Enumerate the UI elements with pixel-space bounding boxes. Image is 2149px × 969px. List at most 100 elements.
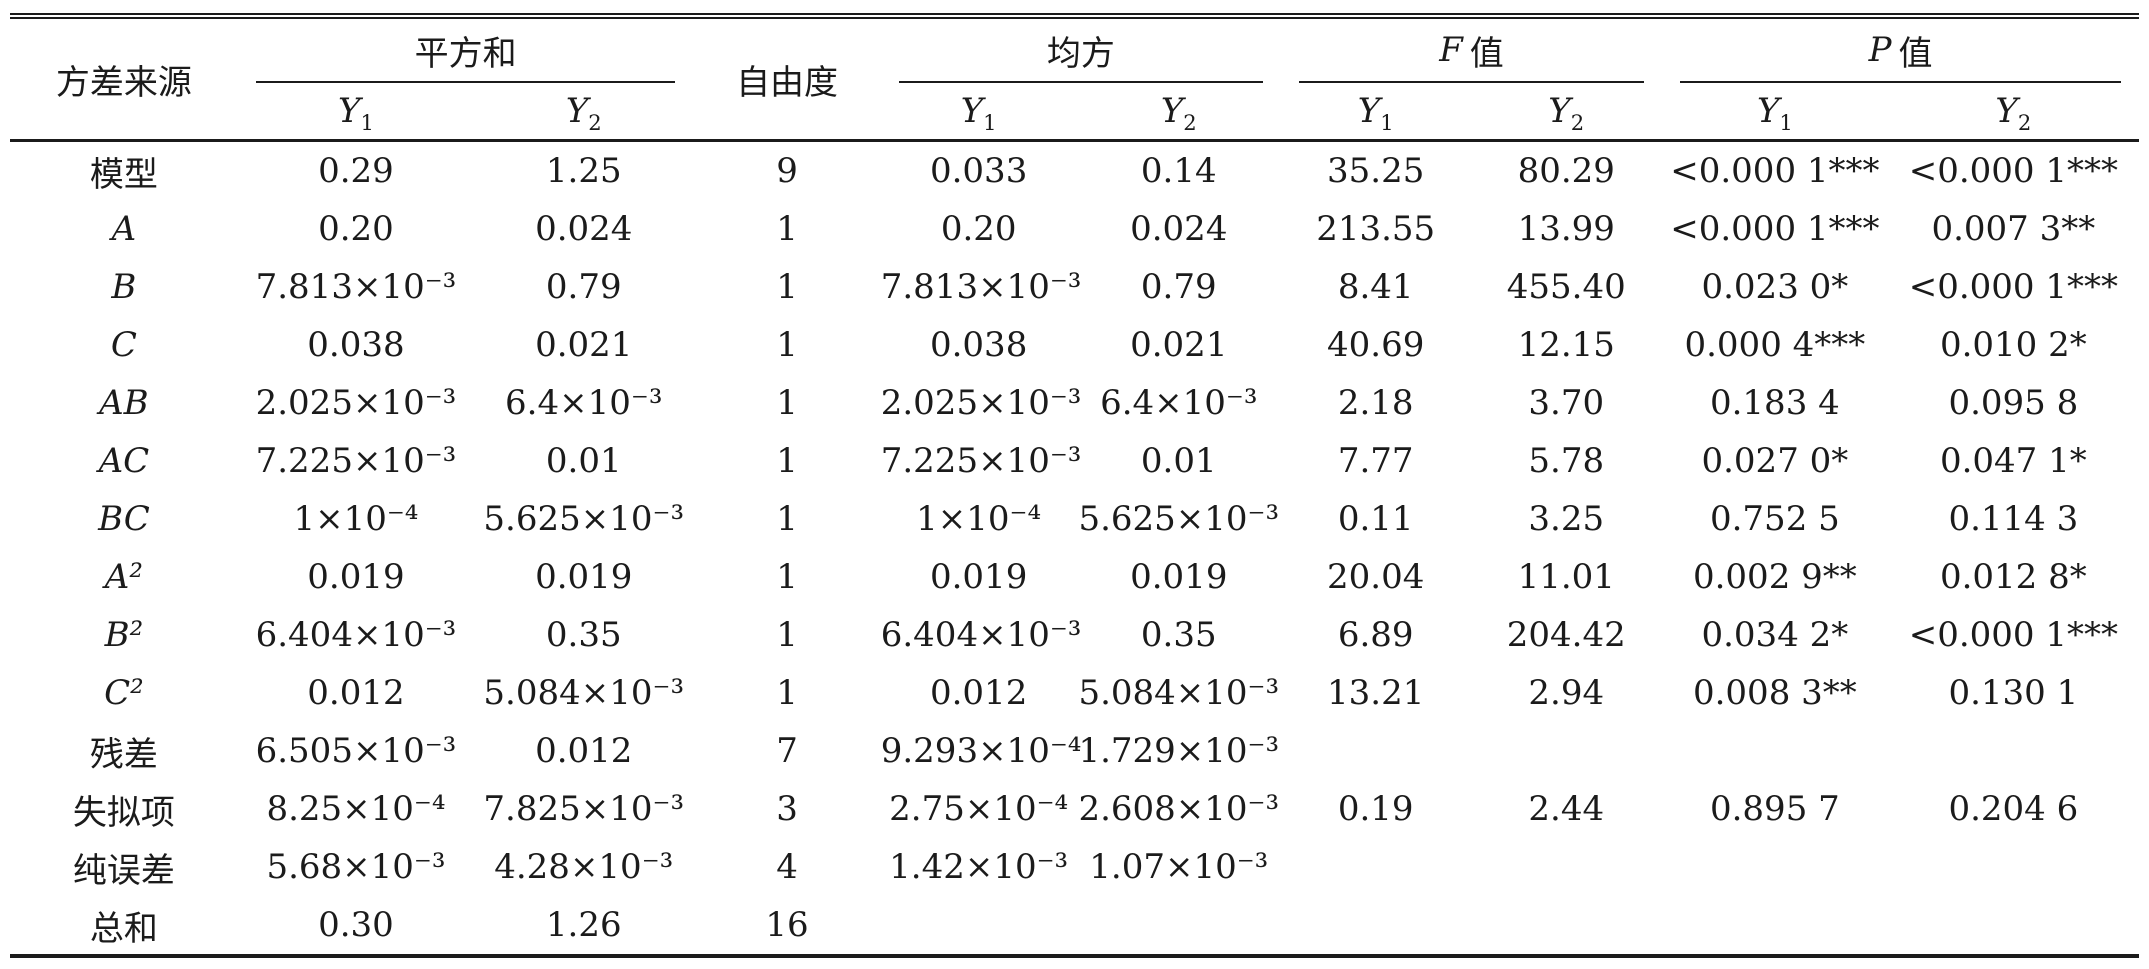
table-cell (1281, 838, 1470, 896)
table-cell: <0.000 1*** (1670, 151, 1880, 191)
table-cell: 0.024 (535, 209, 633, 249)
table-cell: 80.29 (1517, 151, 1615, 191)
table-cell (1281, 722, 1470, 780)
table-row: BC 1×10⁻⁴ 5.625×10⁻³ 1 1×10⁻⁴ 5.625×10⁻³ 0.11 3… (10, 490, 2139, 548)
table-cell (1662, 896, 1888, 954)
table-cell: 1 (776, 209, 798, 249)
table-cell: 5.084×10⁻³ (1078, 673, 1280, 713)
table-cell: 0.35 (1140, 615, 1217, 655)
table-cell: 0.130 1 (1948, 673, 2079, 713)
table-cell: 0.023 0* (1701, 267, 1849, 307)
table-cell: 1.42×10⁻³ (889, 847, 1069, 887)
table-cell: 0.008 3** (1692, 673, 1857, 713)
table-cell: 0.30 (318, 905, 394, 945)
table-cell: 9 (776, 151, 798, 191)
row-label: 纯误差 (72, 850, 175, 891)
table-cell: 3 (776, 789, 798, 829)
table-cell: 0.79 (545, 267, 622, 307)
table-cell: 0.038 (929, 325, 1028, 365)
table-cell: 1.729×10⁻³ (1078, 731, 1280, 771)
table-row: 总和 0.30 1.26 16 (10, 896, 2139, 954)
table-cell: 0.895 7 (1709, 789, 1840, 829)
table-cell: 1×10⁻⁴ (293, 499, 419, 539)
table-cell: 7.225×10⁻³ (880, 441, 1082, 481)
table-cell (881, 896, 1077, 954)
subcolumn-header-ms-y1: Y1 (960, 91, 997, 135)
row-label: AB (99, 383, 149, 423)
subcolumn-header-p-y1: Y1 (1756, 91, 1793, 135)
table-cell: 1 (776, 441, 798, 481)
table-cell: <0.000 1*** (1908, 267, 2118, 307)
table-cell: 0.034 2* (1701, 615, 1849, 655)
table-cell: 0.033 (929, 151, 1028, 191)
column-group-p-value: P 值 (1662, 19, 2139, 83)
table-cell: <0.000 1*** (1670, 209, 1880, 249)
table-cell: 0.021 (535, 325, 633, 365)
row-label: B² (104, 615, 144, 655)
table-cell: 0.019 (307, 557, 405, 597)
table-row: A² 0.019 0.019 1 0.019 0.019 20.04 11.01 0.002 9… (10, 548, 2139, 606)
table-cell: 0.752 5 (1709, 499, 1840, 539)
column-header-source: 方差来源 (10, 19, 238, 141)
table-cell: 0.14 (1140, 151, 1217, 191)
table-cell: 0.000 4*** (1684, 325, 1866, 365)
table-row: B 7.813×10⁻³ 0.79 1 7.813×10⁻³ 0.79 8.41 455.40… (10, 258, 2139, 316)
table-cell: 12.15 (1517, 325, 1615, 365)
table-cell: 0.002 9** (1692, 557, 1857, 597)
table-cell: 0.095 8 (1948, 383, 2079, 423)
table-cell: 3.25 (1528, 499, 1605, 539)
table-cell: 9.293×10⁻⁴ (880, 731, 1082, 771)
row-label: 总和 (89, 908, 158, 949)
table-body: 模型 0.29 1.25 9 0.033 0.14 35.25 80.29 <0.000 1**… (10, 141, 2139, 955)
subcolumn-header-ms-y2: Y2 (1160, 91, 1197, 135)
table-cell: 3.70 (1528, 383, 1605, 423)
table-cell: 5.68×10⁻³ (266, 847, 446, 887)
column-group-sum-of-squares-label: 平方和 (255, 19, 676, 83)
table-cell: 2.44 (1528, 789, 1605, 829)
table-cell: 0.012 (307, 673, 405, 713)
header-group-row: 方差来源 平方和 自由度 均方 (10, 19, 2139, 103)
table-cell: 0.027 0* (1701, 441, 1849, 481)
table-cell: 8.25×10⁻⁴ (266, 789, 446, 829)
row-label: 模型 (89, 154, 158, 195)
table-cell: 1 (776, 673, 798, 713)
subcolumn-header-f-y2: Y2 (1548, 91, 1585, 135)
table-cell: 1.26 (545, 905, 622, 945)
table-row: 模型 0.29 1.25 9 0.033 0.14 35.25 80.29 <0.000 1**… (10, 141, 2139, 201)
table-cell: 11.01 (1517, 557, 1615, 597)
table-cell: 5.625×10⁻³ (483, 499, 685, 539)
table-row: 残差 6.505×10⁻³ 0.012 7 9.293×10⁻⁴ 1.729×10⁻³ (10, 722, 2139, 780)
subcolumn-header-ss-y1: Y1 (338, 91, 374, 135)
row-label: A (111, 209, 137, 249)
table-cell: 7.77 (1337, 441, 1414, 481)
table-cell: 4 (776, 847, 798, 887)
table-cell: 6.404×10⁻³ (255, 615, 457, 655)
table-cell: 0.038 (307, 325, 405, 365)
table-cell: 4.28×10⁻³ (494, 847, 674, 887)
table-cell: 20.04 (1327, 557, 1425, 597)
table-cell: 0.019 (929, 557, 1028, 597)
table-cell: 13.21 (1327, 673, 1425, 713)
column-group-p-value-label: P 值 (1680, 19, 2121, 83)
table-cell (1470, 896, 1662, 954)
table-cell: 2.025×10⁻³ (255, 383, 457, 423)
table-cell: 455.40 (1506, 267, 1626, 307)
table-cell: 7.225×10⁻³ (255, 441, 457, 481)
column-header-source-label: 方差来源 (55, 62, 192, 103)
table-cell (1281, 896, 1470, 954)
row-label: C (110, 325, 137, 365)
row-label: A² (104, 557, 143, 597)
table-cell: 2.608×10⁻³ (1078, 789, 1280, 829)
table-cell: 1 (776, 383, 798, 423)
table-cell: 35.25 (1327, 151, 1425, 191)
table-cell: 0.019 (1130, 557, 1228, 597)
table-cell (1470, 838, 1662, 896)
table-cell: 0.047 1* (1939, 441, 2087, 481)
table-cell: <0.000 1*** (1908, 615, 2118, 655)
table-cell: 1 (776, 615, 798, 655)
table-cell: 0.20 (940, 209, 1017, 249)
table-cell: 1×10⁻⁴ (916, 499, 1042, 539)
table-cell: 13.99 (1517, 209, 1615, 249)
table-cell: 0.019 (535, 557, 633, 597)
